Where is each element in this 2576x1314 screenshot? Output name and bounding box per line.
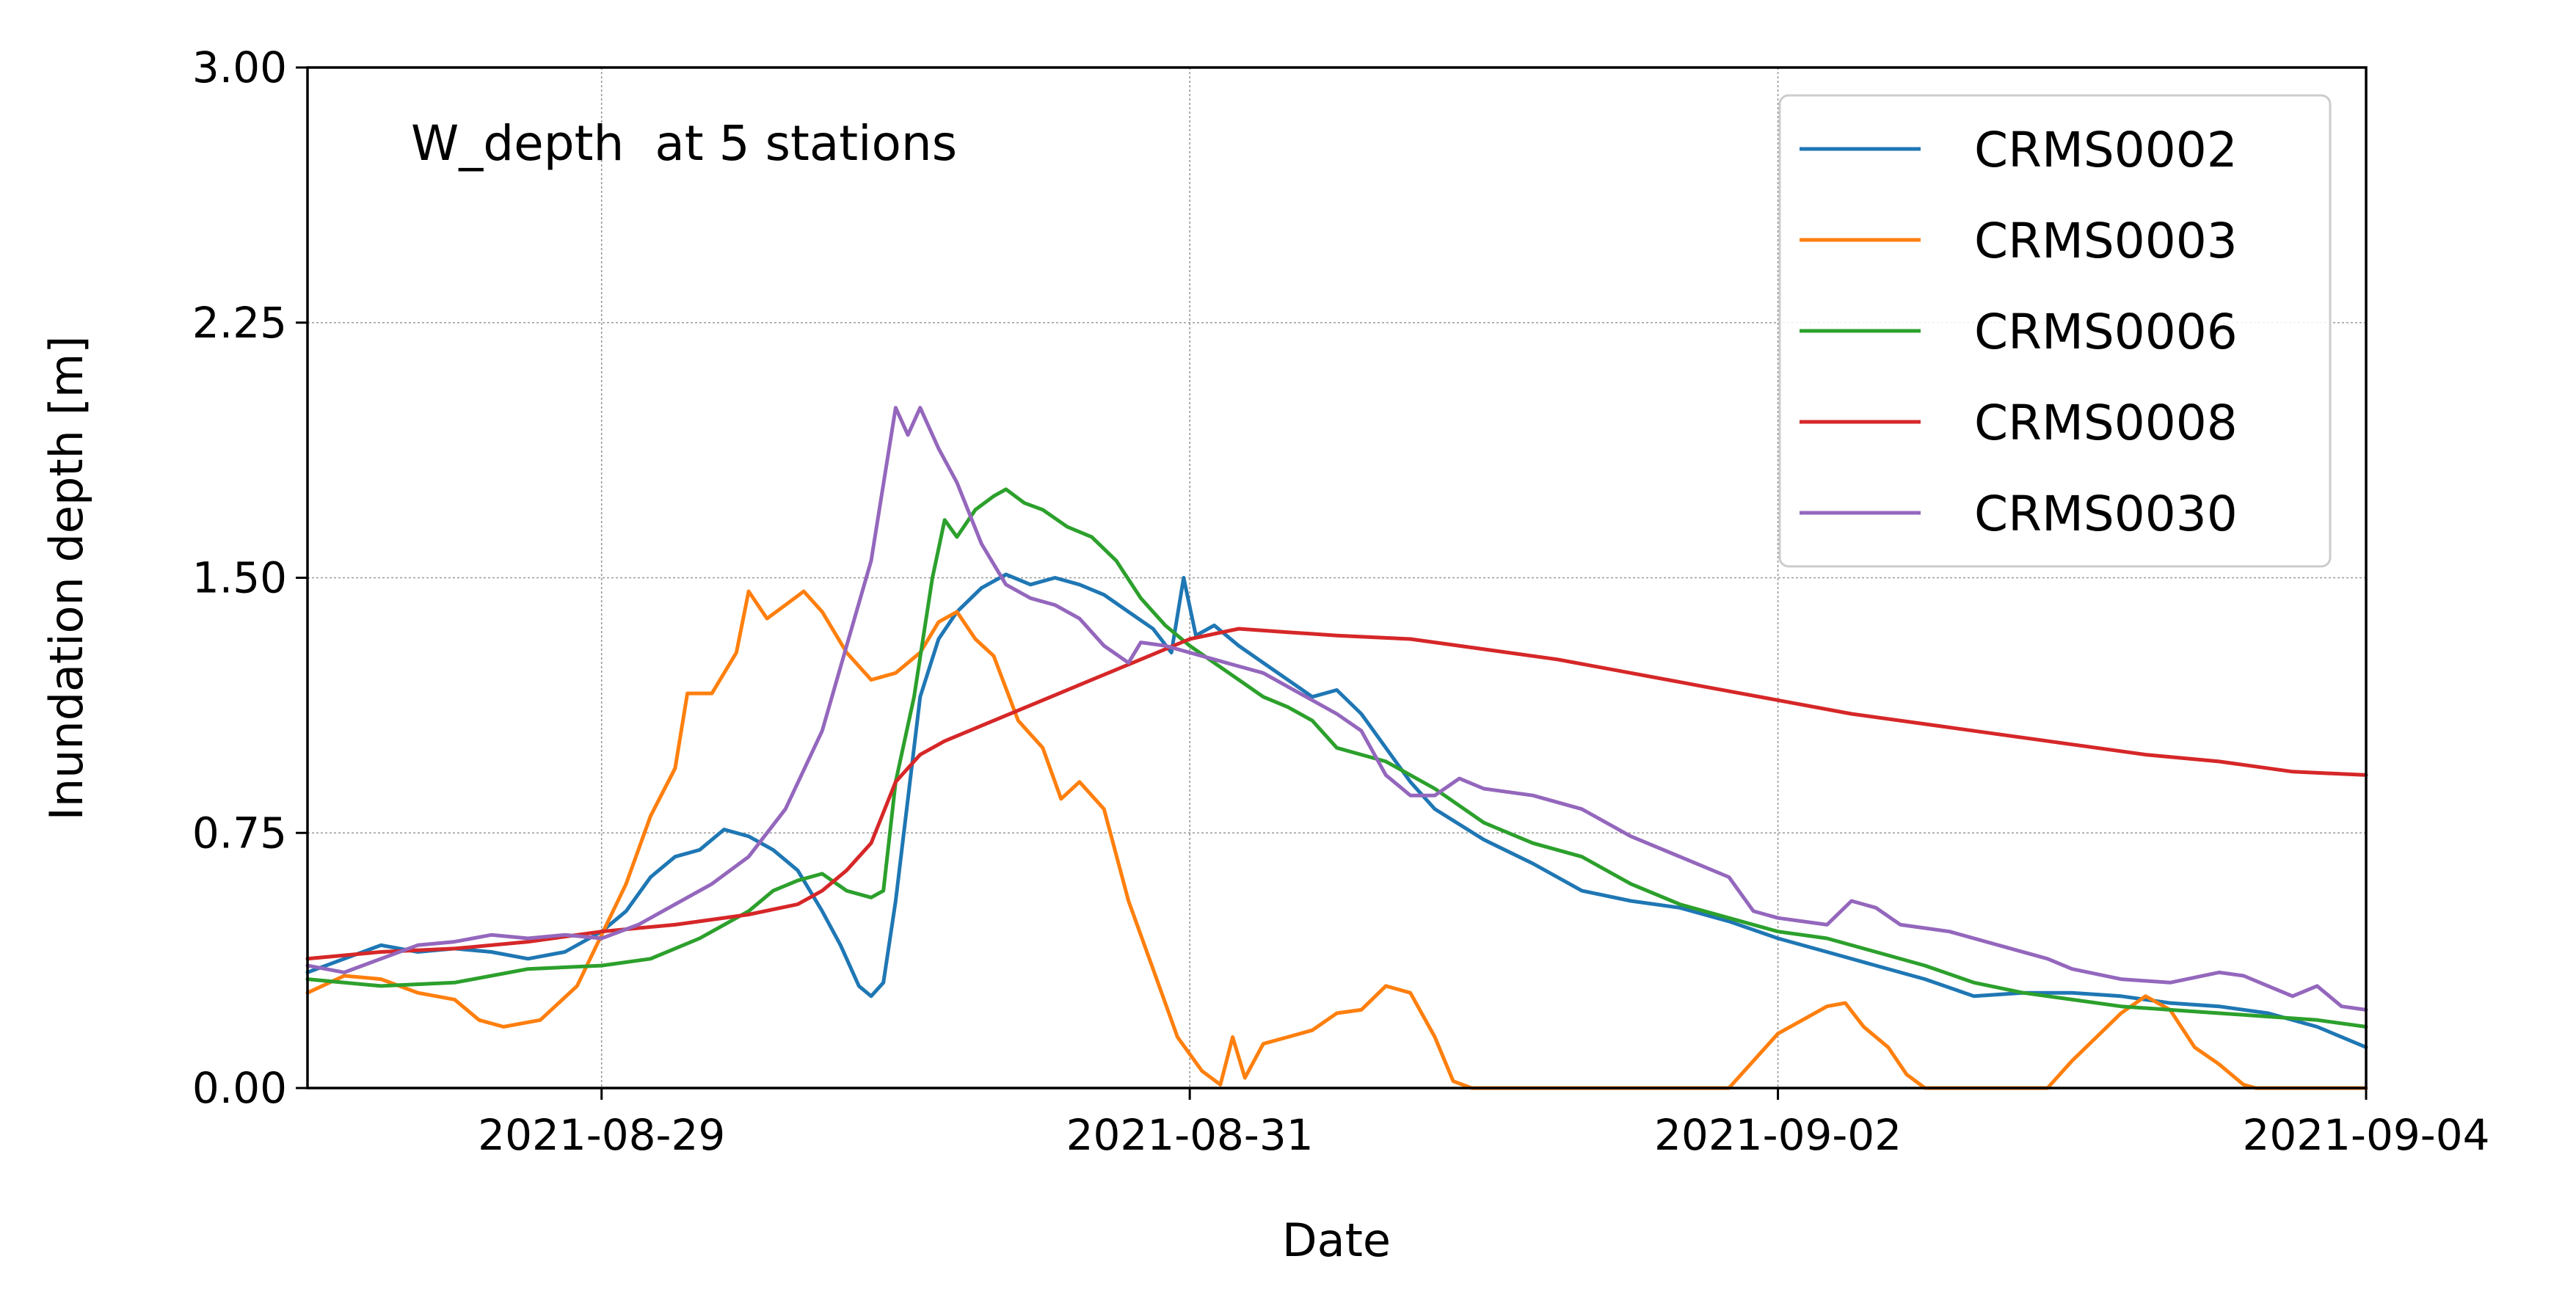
legend-label-crms0006: CRMS0006 (1974, 304, 2238, 360)
series-line-crms0008 (305, 627, 2368, 961)
x-tick-label: 2021-08-31 (1066, 1110, 1314, 1160)
x-tick-label: 2021-09-04 (2242, 1110, 2489, 1160)
legend-label-crms0008: CRMS0008 (1974, 395, 2238, 451)
series-line-crms0002 (305, 572, 2368, 1049)
y-tick-label: 2.25 (192, 298, 287, 348)
y-tick-label: 0.75 (192, 808, 287, 858)
series-line-crms0030 (305, 406, 2368, 1012)
legend-frame (1778, 94, 2332, 568)
legend-label-crms0002: CRMS0002 (1974, 122, 2238, 178)
legend: CRMS0002 CRMS0003 CRMS0006 CRMS0008 CRMS0030 (1778, 94, 2332, 568)
series-line-crms0003 (305, 589, 2368, 1090)
legend-label-crms0003: CRMS0003 (1974, 213, 2238, 269)
legend-label-crms0030: CRMS0030 (1974, 486, 2238, 542)
y-axis-label: Inundation depth [m] (40, 336, 93, 821)
series-line-crms0006 (305, 487, 2368, 1029)
chart-annotation: W_depth at 5 stations (411, 115, 957, 172)
series-lines (305, 406, 2368, 1090)
y-tick-label: 0.00 (192, 1063, 287, 1113)
y-tick-label: 3.00 (192, 43, 287, 92)
x-tick-label: 2021-09-02 (1654, 1110, 1902, 1160)
y-tick-label: 1.50 (192, 553, 287, 603)
x-axis-label: Date (1282, 1213, 1391, 1267)
axis-ticks: 2021-08-29 2021-08-31 2021-09-02 2021-09-04… (192, 43, 2490, 1160)
x-tick-label: 2021-08-29 (478, 1110, 725, 1160)
